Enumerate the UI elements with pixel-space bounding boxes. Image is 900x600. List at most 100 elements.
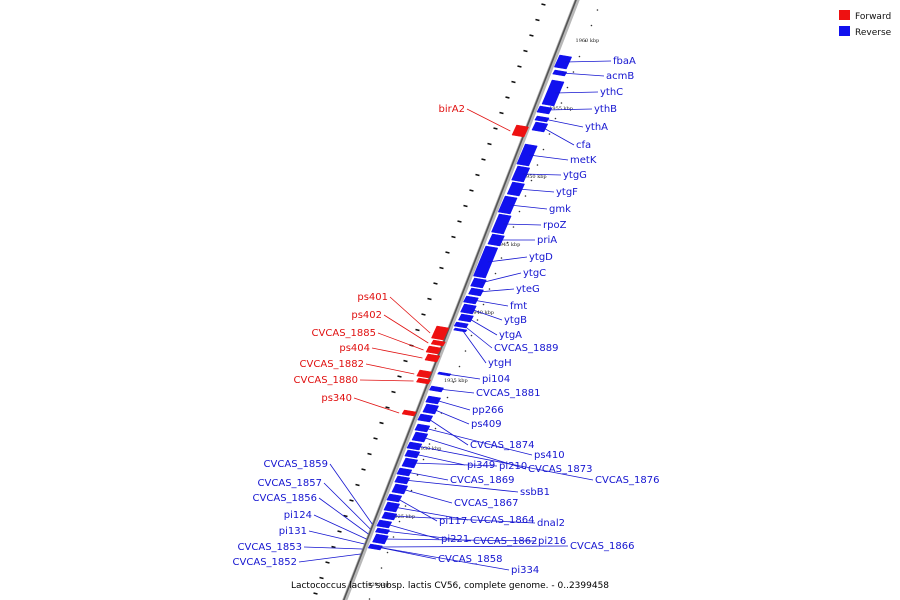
gene-label-cvcas-1859[interactable]: CVCAS_1859 — [264, 459, 328, 470]
gene-label-acmb[interactable]: acmB — [606, 71, 634, 82]
gene-label-cvcas-1876[interactable]: CVCAS_1876 — [595, 475, 659, 486]
forward-gene-block[interactable] — [415, 377, 432, 385]
reverse-gene-block[interactable] — [453, 327, 468, 333]
legend-forward[interactable]: Forward — [839, 10, 891, 22]
reverse-gene-block[interactable] — [386, 493, 403, 503]
reverse-gene-block[interactable] — [428, 385, 445, 393]
forward-gene-block[interactable] — [511, 124, 529, 138]
gene-label-ssbb1[interactable]: ssbB1 — [520, 487, 550, 498]
reverse-gene-block[interactable] — [383, 501, 401, 513]
reverse-gene-block[interactable] — [437, 371, 452, 377]
gene-label-ps340[interactable]: ps340 — [321, 393, 352, 404]
gene-label-ytgc[interactable]: ytgC — [523, 268, 546, 279]
reverse-gene-block[interactable] — [541, 79, 565, 107]
gene-label-pi124[interactable]: pi124 — [284, 510, 312, 521]
reverse-gene-block[interactable] — [372, 533, 389, 545]
reverse-gene-block[interactable] — [516, 143, 538, 167]
gene-label-ytgg[interactable]: ytgG — [563, 170, 587, 181]
forward-gene-block[interactable] — [424, 353, 441, 363]
reverse-gene-block[interactable] — [531, 121, 549, 133]
gene-label-fmt[interactable]: fmt — [510, 301, 527, 312]
reverse-gene-block[interactable] — [460, 303, 477, 315]
reverse-gene-block[interactable] — [374, 527, 391, 535]
gene-label-cvcas-1885[interactable]: CVCAS_1885 — [312, 328, 376, 339]
reverse-gene-block[interactable] — [367, 543, 383, 551]
forward-gene-block[interactable] — [431, 325, 450, 341]
gene-label-cvcas-1882[interactable]: CVCAS_1882 — [300, 359, 364, 370]
forward-gene-block[interactable] — [425, 345, 442, 355]
gene-label-cvcas-1864[interactable]: CVCAS_1864 — [470, 515, 534, 526]
gene-label-ythc[interactable]: ythC — [600, 87, 623, 98]
gene-label-cvcas-1867[interactable]: CVCAS_1867 — [454, 498, 518, 509]
gene-label-pp266[interactable]: pp266 — [472, 405, 504, 416]
reverse-gene-block[interactable] — [473, 245, 499, 279]
gene-label-fbaa[interactable]: fbaA — [613, 56, 636, 67]
gene-label-ps409[interactable]: ps409 — [471, 419, 502, 430]
gene-label-yteg[interactable]: yteG — [516, 284, 540, 295]
reverse-gene-block[interactable] — [534, 115, 550, 123]
reverse-gene-block[interactable] — [497, 195, 518, 215]
reverse-gene-block[interactable] — [396, 467, 413, 477]
forward-gene-block[interactable] — [430, 339, 446, 347]
forward-gene-block[interactable] — [401, 409, 417, 417]
gene-label-ytgd[interactable]: ytgD — [529, 252, 553, 263]
gene-label-cvcas-1852[interactable]: CVCAS_1852 — [233, 557, 297, 568]
reverse-gene-block[interactable] — [487, 233, 505, 247]
gene-label-metk[interactable]: metK — [570, 155, 597, 166]
gene-label-pi104[interactable]: pi104 — [482, 374, 510, 385]
reverse-gene-block[interactable] — [391, 483, 409, 495]
reverse-gene-block[interactable] — [425, 395, 442, 405]
reverse-gene-block[interactable] — [552, 69, 568, 77]
gene-label-pi210[interactable]: pi210 — [499, 461, 527, 472]
reverse-gene-block[interactable] — [470, 277, 487, 289]
gene-label-pi221[interactable]: pi221 — [441, 534, 469, 545]
reverse-gene-block[interactable] — [511, 165, 531, 183]
gene-label-cvcas-1858[interactable]: CVCAS_1858 — [438, 554, 502, 565]
reverse-gene-block[interactable] — [536, 105, 553, 115]
reverse-gene-block[interactable] — [376, 519, 393, 529]
gene-label-cvcas-1873[interactable]: CVCAS_1873 — [528, 464, 592, 475]
gene-label-ytga[interactable]: ytgA — [499, 330, 522, 341]
reverse-gene-block[interactable] — [404, 449, 421, 459]
reverse-gene-block[interactable] — [417, 413, 434, 423]
gene-label-cvcas-1862[interactable]: CVCAS_1862 — [473, 536, 537, 547]
reverse-gene-block[interactable] — [506, 181, 525, 197]
gene-label-ps404[interactable]: ps404 — [339, 343, 370, 354]
gene-label-rpoz[interactable]: rpoZ — [543, 220, 567, 231]
gene-label-ps410[interactable]: ps410 — [534, 450, 565, 461]
gene-label-cvcas-1869[interactable]: CVCAS_1869 — [450, 475, 514, 486]
gene-label-ytgb[interactable]: ytgB — [504, 315, 527, 326]
gene-label-ytgh[interactable]: ytgH — [488, 358, 512, 369]
gene-label-cvcas-1853[interactable]: CVCAS_1853 — [238, 542, 302, 553]
gene-label-gmk[interactable]: gmk — [549, 204, 571, 215]
gene-label-pi334[interactable]: pi334 — [511, 565, 539, 576]
reverse-gene-block[interactable] — [422, 403, 440, 415]
reverse-gene-block[interactable] — [491, 213, 512, 235]
reverse-gene-block[interactable] — [381, 511, 398, 521]
gene-label-pria[interactable]: priA — [537, 235, 557, 246]
gene-label-dnal2[interactable]: dnal2 — [537, 518, 565, 529]
reverse-gene-block[interactable] — [414, 423, 431, 433]
gene-label-cvcas-1857[interactable]: CVCAS_1857 — [258, 478, 322, 489]
gene-label-ytha[interactable]: ythA — [585, 122, 608, 133]
gene-label-pi131[interactable]: pi131 — [279, 526, 307, 537]
gene-label-cfa[interactable]: cfa — [576, 140, 591, 151]
gene-label-cvcas-1866[interactable]: CVCAS_1866 — [570, 541, 634, 552]
gene-label-ps401[interactable]: ps401 — [357, 292, 388, 303]
reverse-gene-block[interactable] — [401, 457, 419, 469]
gene-label-ps402[interactable]: ps402 — [351, 310, 382, 321]
gene-label-pi117[interactable]: pi117 — [439, 516, 467, 527]
reverse-gene-block[interactable] — [553, 54, 573, 70]
reverse-gene-block[interactable] — [468, 287, 484, 297]
gene-label-cvcas-1889[interactable]: CVCAS_1889 — [494, 343, 558, 354]
reverse-gene-block[interactable] — [406, 441, 423, 451]
gene-label-pi216[interactable]: pi216 — [538, 536, 566, 547]
reverse-gene-block[interactable] — [462, 295, 479, 305]
gene-label-pi349[interactable]: pi349 — [467, 460, 495, 471]
forward-gene-block[interactable] — [416, 369, 433, 379]
gene-label-cvcas-1880[interactable]: CVCAS_1880 — [294, 375, 358, 386]
gene-label-cvcas-1856[interactable]: CVCAS_1856 — [253, 493, 317, 504]
reverse-gene-block[interactable] — [411, 431, 429, 443]
gene-label-cvcas-1874[interactable]: CVCAS_1874 — [470, 440, 534, 451]
